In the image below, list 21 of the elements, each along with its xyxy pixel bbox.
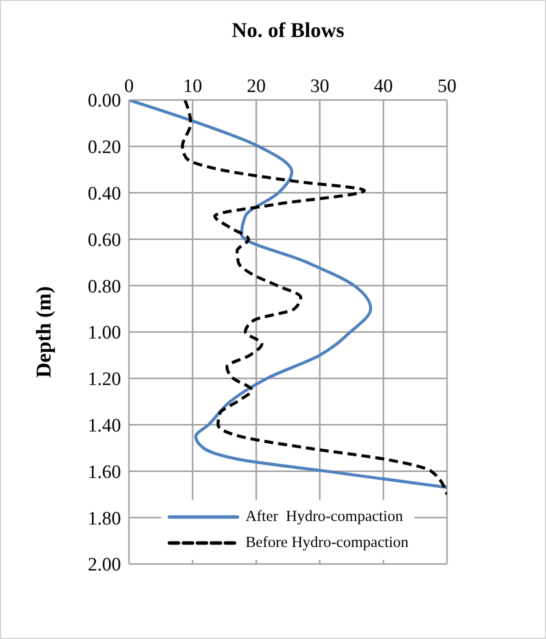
y-tick-label: 0.00 [88, 90, 121, 112]
y-tick-label: 2.00 [88, 554, 121, 576]
x-tick-label: 10 [183, 76, 202, 97]
y-tick-label: 1.80 [88, 508, 121, 530]
x-tick-label: 50 [438, 76, 456, 97]
x-tick-label: 0 [124, 76, 134, 97]
y-tick-label: 0.60 [88, 230, 121, 251]
legend-label: Before Hydro-compaction [245, 534, 409, 552]
legend-label: After Hydro-compaction [245, 508, 403, 526]
y-tick-label: 1.40 [88, 416, 121, 437]
y-tick-label: 0.20 [88, 137, 121, 158]
x-tick-label: 20 [246, 76, 266, 97]
x-tick-label: 30 [310, 76, 330, 97]
y-tick-label: 1.60 [88, 462, 121, 483]
x-axis-title: No. of Blows [230, 18, 346, 43]
y-tick-label: 1.00 [88, 322, 121, 344]
y-tick-label: 1.20 [88, 369, 121, 390]
y-tick-label: 0.80 [88, 276, 121, 298]
y-axis-title: Depth (m) [32, 286, 56, 378]
x-tick-label: 40 [374, 76, 393, 97]
y-tick-label: 0.40 [88, 184, 121, 205]
